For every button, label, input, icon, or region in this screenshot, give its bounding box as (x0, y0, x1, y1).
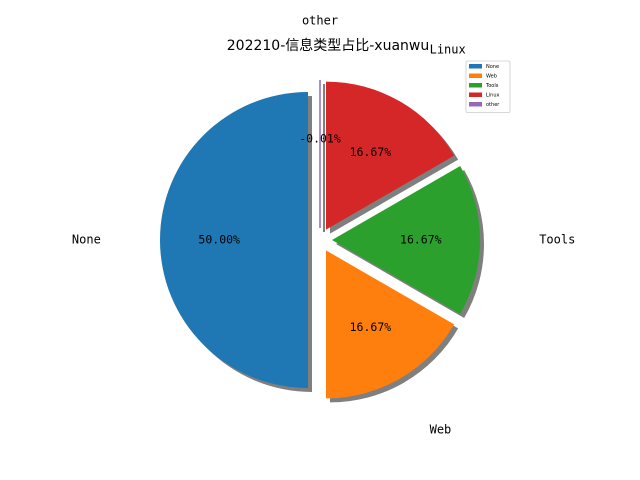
pct-label-none: 50.00% (198, 233, 240, 247)
chart-title: 202210-信息类型占比-xuanwu (227, 37, 429, 54)
legend-label-other: other (486, 102, 500, 108)
slice-tools (332, 166, 480, 314)
legend-label-none: None (486, 64, 499, 70)
pie-slices (160, 80, 480, 399)
legend-swatch-web (469, 73, 482, 78)
legend-swatch-tools (469, 83, 482, 88)
pct-label-web: 16.67% (350, 320, 392, 334)
legend-swatch-other (469, 102, 482, 107)
slice-label-tools: Tools (539, 233, 575, 247)
pct-label-other: -0.01% (299, 132, 341, 146)
legend-label-tools: Tools (485, 83, 499, 89)
legend-swatch-none (469, 64, 482, 69)
slice-web (326, 250, 455, 399)
slice-labels: None 50.00% Web 16.67% Tools 16.67% Linux 16.67… (72, 13, 575, 436)
pct-label-linux: 16.67% (350, 145, 392, 159)
legend-label-linux: Linux (486, 93, 500, 99)
legend-label-web: Web (486, 74, 497, 80)
slice-label-other: other (302, 13, 338, 27)
pct-label-tools: 16.67% (400, 233, 442, 247)
slice-none (160, 92, 308, 388)
legend-swatch-linux (469, 92, 482, 97)
slice-label-none: None (72, 233, 101, 247)
slice-label-web: Web (430, 422, 452, 436)
legend: None Web Tools Linux other (465, 60, 511, 113)
slice-label-linux: Linux (430, 43, 466, 57)
slice-linux (326, 81, 455, 230)
